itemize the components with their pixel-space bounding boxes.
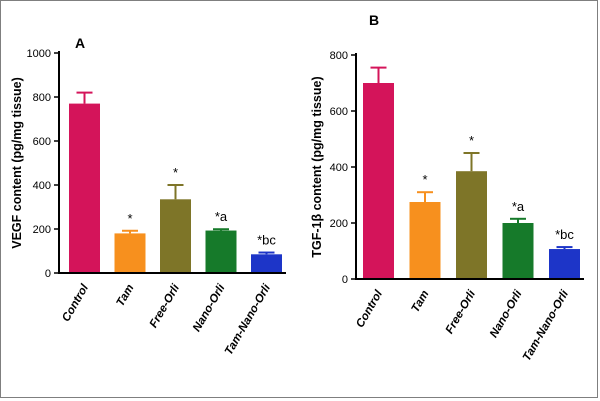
x-tick-label: Nano-Orli — [191, 282, 228, 334]
bar-free-orli — [160, 199, 191, 273]
y-tick-label: 600 — [330, 106, 348, 118]
y-tick-label: 200 — [330, 218, 348, 230]
x-tick-label: Free-Orli — [148, 282, 183, 330]
y-axis-label: VEGF content (pg/mg tissue) — [10, 77, 24, 249]
bar-tam — [409, 202, 441, 279]
significance-label: *a — [215, 209, 228, 224]
y-tick-label: 400 — [330, 162, 348, 174]
bar-control — [363, 83, 394, 279]
panel-label: B — [369, 12, 379, 28]
y-axis-label: TGF-1β content (pg/mg tissue) — [310, 76, 324, 257]
panel-label: A — [75, 35, 85, 51]
bar-tam-nano-orli — [549, 249, 580, 279]
bar-tam — [114, 233, 146, 273]
x-tick-label: Control — [60, 282, 91, 324]
y-tick-label: 200 — [33, 224, 51, 236]
x-tick-label: Tam — [115, 283, 137, 309]
y-tick-label: 0 — [342, 274, 348, 286]
x-tick-label: Nano-Orli — [488, 288, 525, 340]
y-tick-label: 800 — [33, 92, 51, 104]
y-tick-label: 1000 — [27, 48, 51, 60]
significance-label: *bc — [555, 227, 574, 242]
x-tick-label: Control — [354, 288, 385, 330]
significance-label: * — [422, 172, 427, 187]
bar-tam-nano-orli — [251, 254, 282, 273]
y-tick-label: 0 — [45, 268, 51, 280]
x-tick-label: Tam-Nano-Orli — [521, 288, 572, 363]
x-tick-label: Free-Orli — [444, 288, 479, 336]
significance-label: * — [127, 211, 132, 226]
x-tick-label: Tam-Nano-Orli — [223, 282, 274, 357]
bar-nano-orli — [205, 230, 237, 273]
bar-nano-orli — [502, 223, 534, 279]
chart-panel-b: Control * Tam * Free-Orli *a Nano-Orli *bc Tam-N… — [310, 12, 584, 363]
significance-label: *a — [512, 199, 525, 214]
chart-panel-a: Control * Tam * Free-Orli *a Nano-Orli *bc Tam-N… — [10, 35, 286, 357]
x-tick-label: Tam — [410, 289, 432, 315]
significance-label: * — [173, 165, 178, 180]
bar-free-orli — [456, 171, 487, 279]
significance-label: *bc — [257, 233, 276, 248]
y-tick-label: 400 — [33, 180, 51, 192]
significance-label: * — [469, 133, 474, 148]
bar-control — [69, 103, 100, 273]
y-tick-label: 800 — [330, 50, 348, 62]
y-tick-label: 600 — [33, 136, 51, 148]
